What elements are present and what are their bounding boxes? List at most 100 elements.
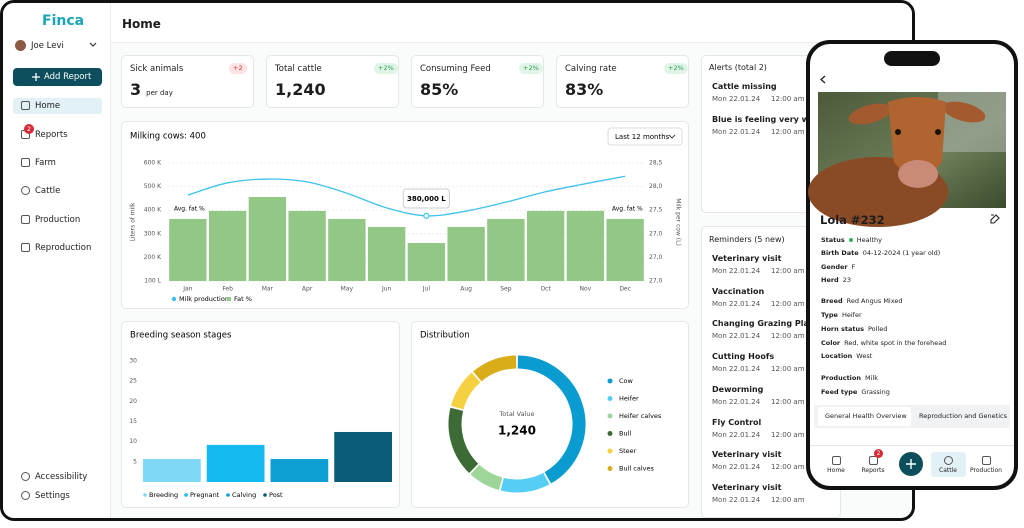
reminder-date: Mon 22.01.24 <box>712 332 761 341</box>
cattle-photo <box>808 92 1006 227</box>
bar <box>334 431 392 482</box>
legend-swatch <box>263 493 267 497</box>
cow-ear <box>848 103 892 125</box>
footer-item[interactable]: Accessibility <box>35 472 88 482</box>
reminder-title[interactable]: Veterinary visit <box>712 450 782 460</box>
reminder-title[interactable]: Vaccination <box>712 286 765 296</box>
callout-box <box>402 188 450 209</box>
chevron-icon <box>89 42 97 47</box>
nav-badge: 2 <box>874 449 883 458</box>
tab[interactable]: Reproduction and Genetics <box>919 412 1007 420</box>
cow-muzzle <box>898 160 938 188</box>
reminder-title[interactable]: Cutting Hoofs <box>712 352 775 362</box>
field-value: Red, white spot in the forehead <box>844 339 947 347</box>
reminder-title[interactable]: Veterinary visit <box>712 254 782 263</box>
add-report-button[interactable] <box>13 68 102 86</box>
cow-eye <box>935 129 941 135</box>
field-label: Color <box>821 339 841 347</box>
footer-item[interactable]: Settings <box>35 491 70 501</box>
phone-nav-label[interactable]: Production <box>970 467 1002 474</box>
distribution-chart: Distribution Cow Heifer Heifer calves Bull St… <box>420 331 662 493</box>
reminder-time: 12:00 am <box>771 267 805 275</box>
phone-nav-label[interactable]: Cattle <box>939 467 957 474</box>
tab[interactable]: General Health Overview <box>825 412 907 420</box>
stat-change: +2% <box>374 63 398 74</box>
stat-label: Total cattle <box>275 64 322 74</box>
edit-icon <box>990 214 1000 224</box>
phone-nav-label[interactable]: Home <box>827 467 845 474</box>
y2-tick-label: 27,0 <box>649 230 663 237</box>
nav-item[interactable]: Home <box>35 101 61 111</box>
stat-change: +2% <box>519 63 543 74</box>
alert-title[interactable]: Blue is feeling very weak <box>712 114 826 124</box>
bar <box>526 210 565 281</box>
nav-item[interactable]: Farm <box>35 157 56 168</box>
reminder-title[interactable]: Changing Grazing Place <box>712 319 820 329</box>
donut-segment <box>450 372 481 410</box>
y-tick-label: 20 <box>129 398 137 405</box>
nav-item[interactable]: Reports <box>35 129 68 140</box>
nav-icon <box>21 157 30 167</box>
phone-nav-label[interactable]: Reports <box>861 467 885 474</box>
reminder-time: 12:00 am <box>771 430 805 439</box>
reminder-time: 12:00 am <box>771 299 805 308</box>
bar <box>143 459 201 482</box>
fat-line <box>187 175 626 217</box>
x-tick-label: Jun <box>381 286 392 293</box>
reminder-title[interactable]: Fly Control <box>712 417 762 427</box>
field-value: Healthy <box>856 236 882 244</box>
edit-button <box>990 214 1000 224</box>
x-tick-label: May <box>341 286 354 293</box>
field-value: 04-12-2024 (1 year old) <box>862 249 941 257</box>
reminder-time: 12:00 am <box>771 495 805 504</box>
stat-change: +2 <box>229 63 247 74</box>
legend-label: Milk production <box>179 295 229 303</box>
x-tick-label: Sep <box>500 286 512 293</box>
bar <box>208 210 247 281</box>
stat-value: 83% <box>565 80 604 99</box>
field-row: Gender F <box>821 264 855 271</box>
phone-nav-icon <box>944 456 953 465</box>
legend-swatch <box>184 493 188 497</box>
user-name[interactable]: Joe Levi <box>31 41 64 51</box>
stat-change: +2% <box>664 63 688 74</box>
stat-unit: per day <box>146 89 173 97</box>
period-dropdown[interactable] <box>607 127 683 146</box>
field-row: Birth Date 04-12-2024 (1 year old) <box>821 250 940 257</box>
y2-tick-label: 28,0 <box>649 183 663 190</box>
bar <box>270 459 329 482</box>
field-value: West <box>856 352 873 360</box>
reminder-date: Mon 22.01.24 <box>712 267 761 275</box>
stat-value: 85% <box>420 80 459 99</box>
field-value: Milk <box>865 374 878 382</box>
legend-swatch <box>607 413 613 419</box>
stat-value-row: 85% <box>420 82 458 98</box>
legend-swatch <box>227 297 231 301</box>
nav-active <box>13 98 102 114</box>
alert-time: 12:00 am <box>771 127 805 136</box>
bar <box>288 210 326 281</box>
reminder-title[interactable]: Veterinary visit <box>712 482 782 492</box>
stat-label: Calving rate <box>565 64 617 74</box>
field-label: Horn status <box>821 325 864 333</box>
field-label: Location <box>821 352 853 360</box>
field-value: Polled <box>867 325 888 333</box>
field-label: Feed type <box>821 388 858 396</box>
callout-text: 380,000 L <box>407 195 446 203</box>
milking-chart: Milking cows: 400 Last 12 months 100 L 200 … <box>130 127 683 303</box>
add-report-label[interactable]: Add Report <box>44 72 92 82</box>
footer-icon <box>21 491 30 500</box>
legend-label: Calving <box>232 491 256 499</box>
period-label: Last 12 months <box>615 133 670 141</box>
chart-title: Distribution <box>420 331 470 341</box>
legend-swatch <box>607 396 613 401</box>
nav-item[interactable]: Production <box>35 214 81 225</box>
alert-title[interactable]: Cattle missing <box>712 82 777 91</box>
reminder-title[interactable]: Deworming <box>712 384 764 394</box>
header-bar <box>111 3 912 43</box>
field-value: 23 <box>842 276 851 284</box>
field-row: Type Heifer <box>821 312 862 319</box>
nav-item[interactable]: Cattle <box>35 186 61 196</box>
nav-item[interactable]: Reproduction <box>35 242 92 253</box>
field-row: Location West <box>821 353 872 360</box>
